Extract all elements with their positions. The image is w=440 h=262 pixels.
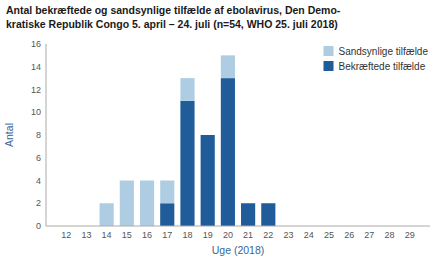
legend-swatch	[324, 46, 334, 56]
x-axis-label: Uge (2018)	[212, 244, 265, 256]
y-tick-label: 10	[31, 107, 41, 117]
subtitle: kratiske Republik Congo 5. april – 24. j…	[6, 18, 338, 30]
x-tick-label: 13	[81, 230, 91, 240]
bar	[180, 78, 194, 101]
y-axis-label: Antal	[3, 123, 15, 147]
legend-swatch	[324, 61, 334, 71]
y-tick-label: 6	[36, 153, 41, 163]
bar	[100, 203, 114, 226]
x-tick-label: 12	[61, 230, 71, 240]
x-tick-label: 16	[142, 230, 152, 240]
x-tick-label: 14	[102, 230, 112, 240]
x-tick-label: 19	[203, 230, 213, 240]
legend-label: Bekræftede tilfælde	[339, 61, 426, 72]
bar	[160, 181, 174, 204]
x-tick-label: 26	[344, 230, 354, 240]
x-tick-label: 29	[405, 230, 415, 240]
bar	[201, 135, 215, 226]
x-tick-label: 20	[223, 230, 233, 240]
y-tick-label: 16	[31, 39, 41, 49]
bar	[261, 203, 275, 204]
x-tick-label: 18	[182, 230, 192, 240]
bar	[241, 203, 255, 226]
x-tick-label: 22	[263, 230, 273, 240]
x-tick-label: 15	[122, 230, 132, 240]
legend: Sandsynlige tilfælde Bekræftede tilfælde	[324, 46, 429, 72]
bar	[180, 101, 194, 226]
x-tick-label: 21	[243, 230, 253, 240]
y-tick-label: 0	[36, 221, 41, 231]
bar	[140, 181, 154, 227]
bars	[100, 55, 276, 226]
bar	[201, 135, 215, 136]
y-tick-label: 12	[31, 85, 41, 95]
legend-label: Sandsynlige tilfælde	[339, 46, 429, 57]
y-axis-line	[46, 44, 47, 226]
y-tick-label: 2	[36, 198, 41, 208]
x-axis-line	[46, 226, 430, 227]
bar	[221, 55, 235, 78]
y-tick-label: 8	[36, 130, 41, 140]
bar	[261, 203, 275, 226]
chart: Antal bekræftede og sandsynlige tilfælde…	[0, 0, 440, 262]
bar	[160, 203, 174, 226]
x-tick-label: 23	[284, 230, 294, 240]
title: Antal bekræftede og sandsynlige tilfælde…	[6, 4, 341, 16]
y-tick-label: 14	[31, 62, 41, 72]
x-tick-label: 17	[162, 230, 172, 240]
y-tick-label: 4	[36, 176, 41, 186]
bar	[221, 78, 235, 226]
x-tick-label: 24	[304, 230, 314, 240]
bar	[241, 203, 255, 204]
x-tick-label: 27	[364, 230, 374, 240]
x-tick-label: 25	[324, 230, 334, 240]
x-tick-label: 28	[385, 230, 395, 240]
bar	[120, 181, 134, 227]
